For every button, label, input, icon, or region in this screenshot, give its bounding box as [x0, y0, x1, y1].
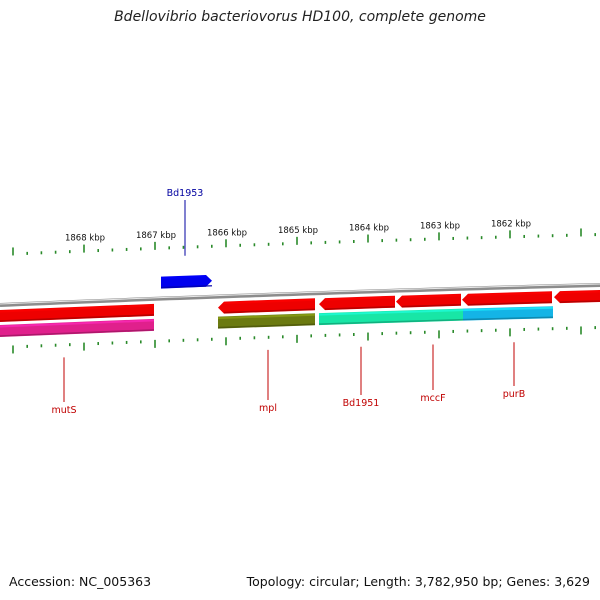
tick-row-outer: [12, 228, 597, 256]
scale-label: 1866 kbp: [207, 228, 247, 238]
gene-bar-shine: [462, 306, 554, 312]
cds-arrow-shine: [223, 298, 316, 305]
tick-row-inner: [12, 326, 597, 354]
backbone-highlight: [0, 283, 600, 305]
scale-label: 1868 kbp: [65, 234, 105, 244]
scale-label: 1862 kbp: [491, 219, 531, 229]
cds-arrow-shine: [0, 304, 155, 313]
gene-bar-shade: [217, 323, 316, 329]
cds-arrow-shade: [401, 303, 462, 308]
gene-bar-shine: [0, 319, 155, 328]
gene-labels: Bd1953 mutS mpl Bd1951 mccF purB: [51, 188, 525, 416]
scale-label: 1867 kbp: [136, 231, 176, 241]
forward-gene-arrow-shade: [160, 285, 213, 289]
scale-labels: 1868 kbp 1867 kbp 1866 kbp 1865 kbp 1864 kbp…: [65, 219, 531, 243]
cds-arrow-shine: [324, 296, 396, 301]
gene-label: Bd1951: [343, 398, 380, 409]
scale-label: 1863 kbp: [420, 221, 460, 231]
gene-label: mccF: [420, 393, 445, 404]
gene-label: mpl: [259, 403, 277, 414]
forward-gene-arrow-shine: [160, 275, 207, 280]
accession-text: Accession: NC_005363: [9, 574, 152, 589]
map-title: Bdellovibrio bacteriovorus HD100, comple…: [114, 9, 486, 25]
gene-bar-shine: [318, 311, 396, 316]
cds-arrow-shine: [559, 290, 600, 294]
cds-arrow-shade: [0, 314, 155, 322]
gene-bar-shine: [394, 309, 464, 314]
gene-bar: [0, 318, 154, 337]
genome-summary: Topology: circular; Length: 3,782,950 bp…: [246, 574, 590, 589]
gene-label: Bd1953: [167, 188, 204, 199]
cds-arrow-shade: [559, 300, 600, 303]
genome-backbone: [0, 282, 600, 307]
cds-arrow-shine: [401, 294, 462, 299]
cds-arrow-shade: [223, 308, 316, 314]
gene-label: mutS: [51, 405, 76, 416]
gene-bar-shade: [0, 329, 155, 337]
cds-arrow-shade: [324, 305, 396, 310]
backbone-line: [0, 282, 600, 307]
gene-bar-shine: [217, 313, 316, 320]
feature-track: [0, 275, 600, 337]
gene-bar-shade: [394, 318, 464, 323]
cds-arrow-shade: [467, 301, 553, 306]
gene-bar-shade: [318, 320, 396, 325]
gene-label: purB: [503, 389, 525, 400]
scale-label: 1865 kbp: [278, 226, 318, 236]
gene-bar-shade: [462, 316, 554, 321]
cds-arrow: [0, 303, 154, 322]
cds-arrow-shine: [467, 291, 553, 297]
scale-label: 1864 kbp: [349, 224, 389, 234]
